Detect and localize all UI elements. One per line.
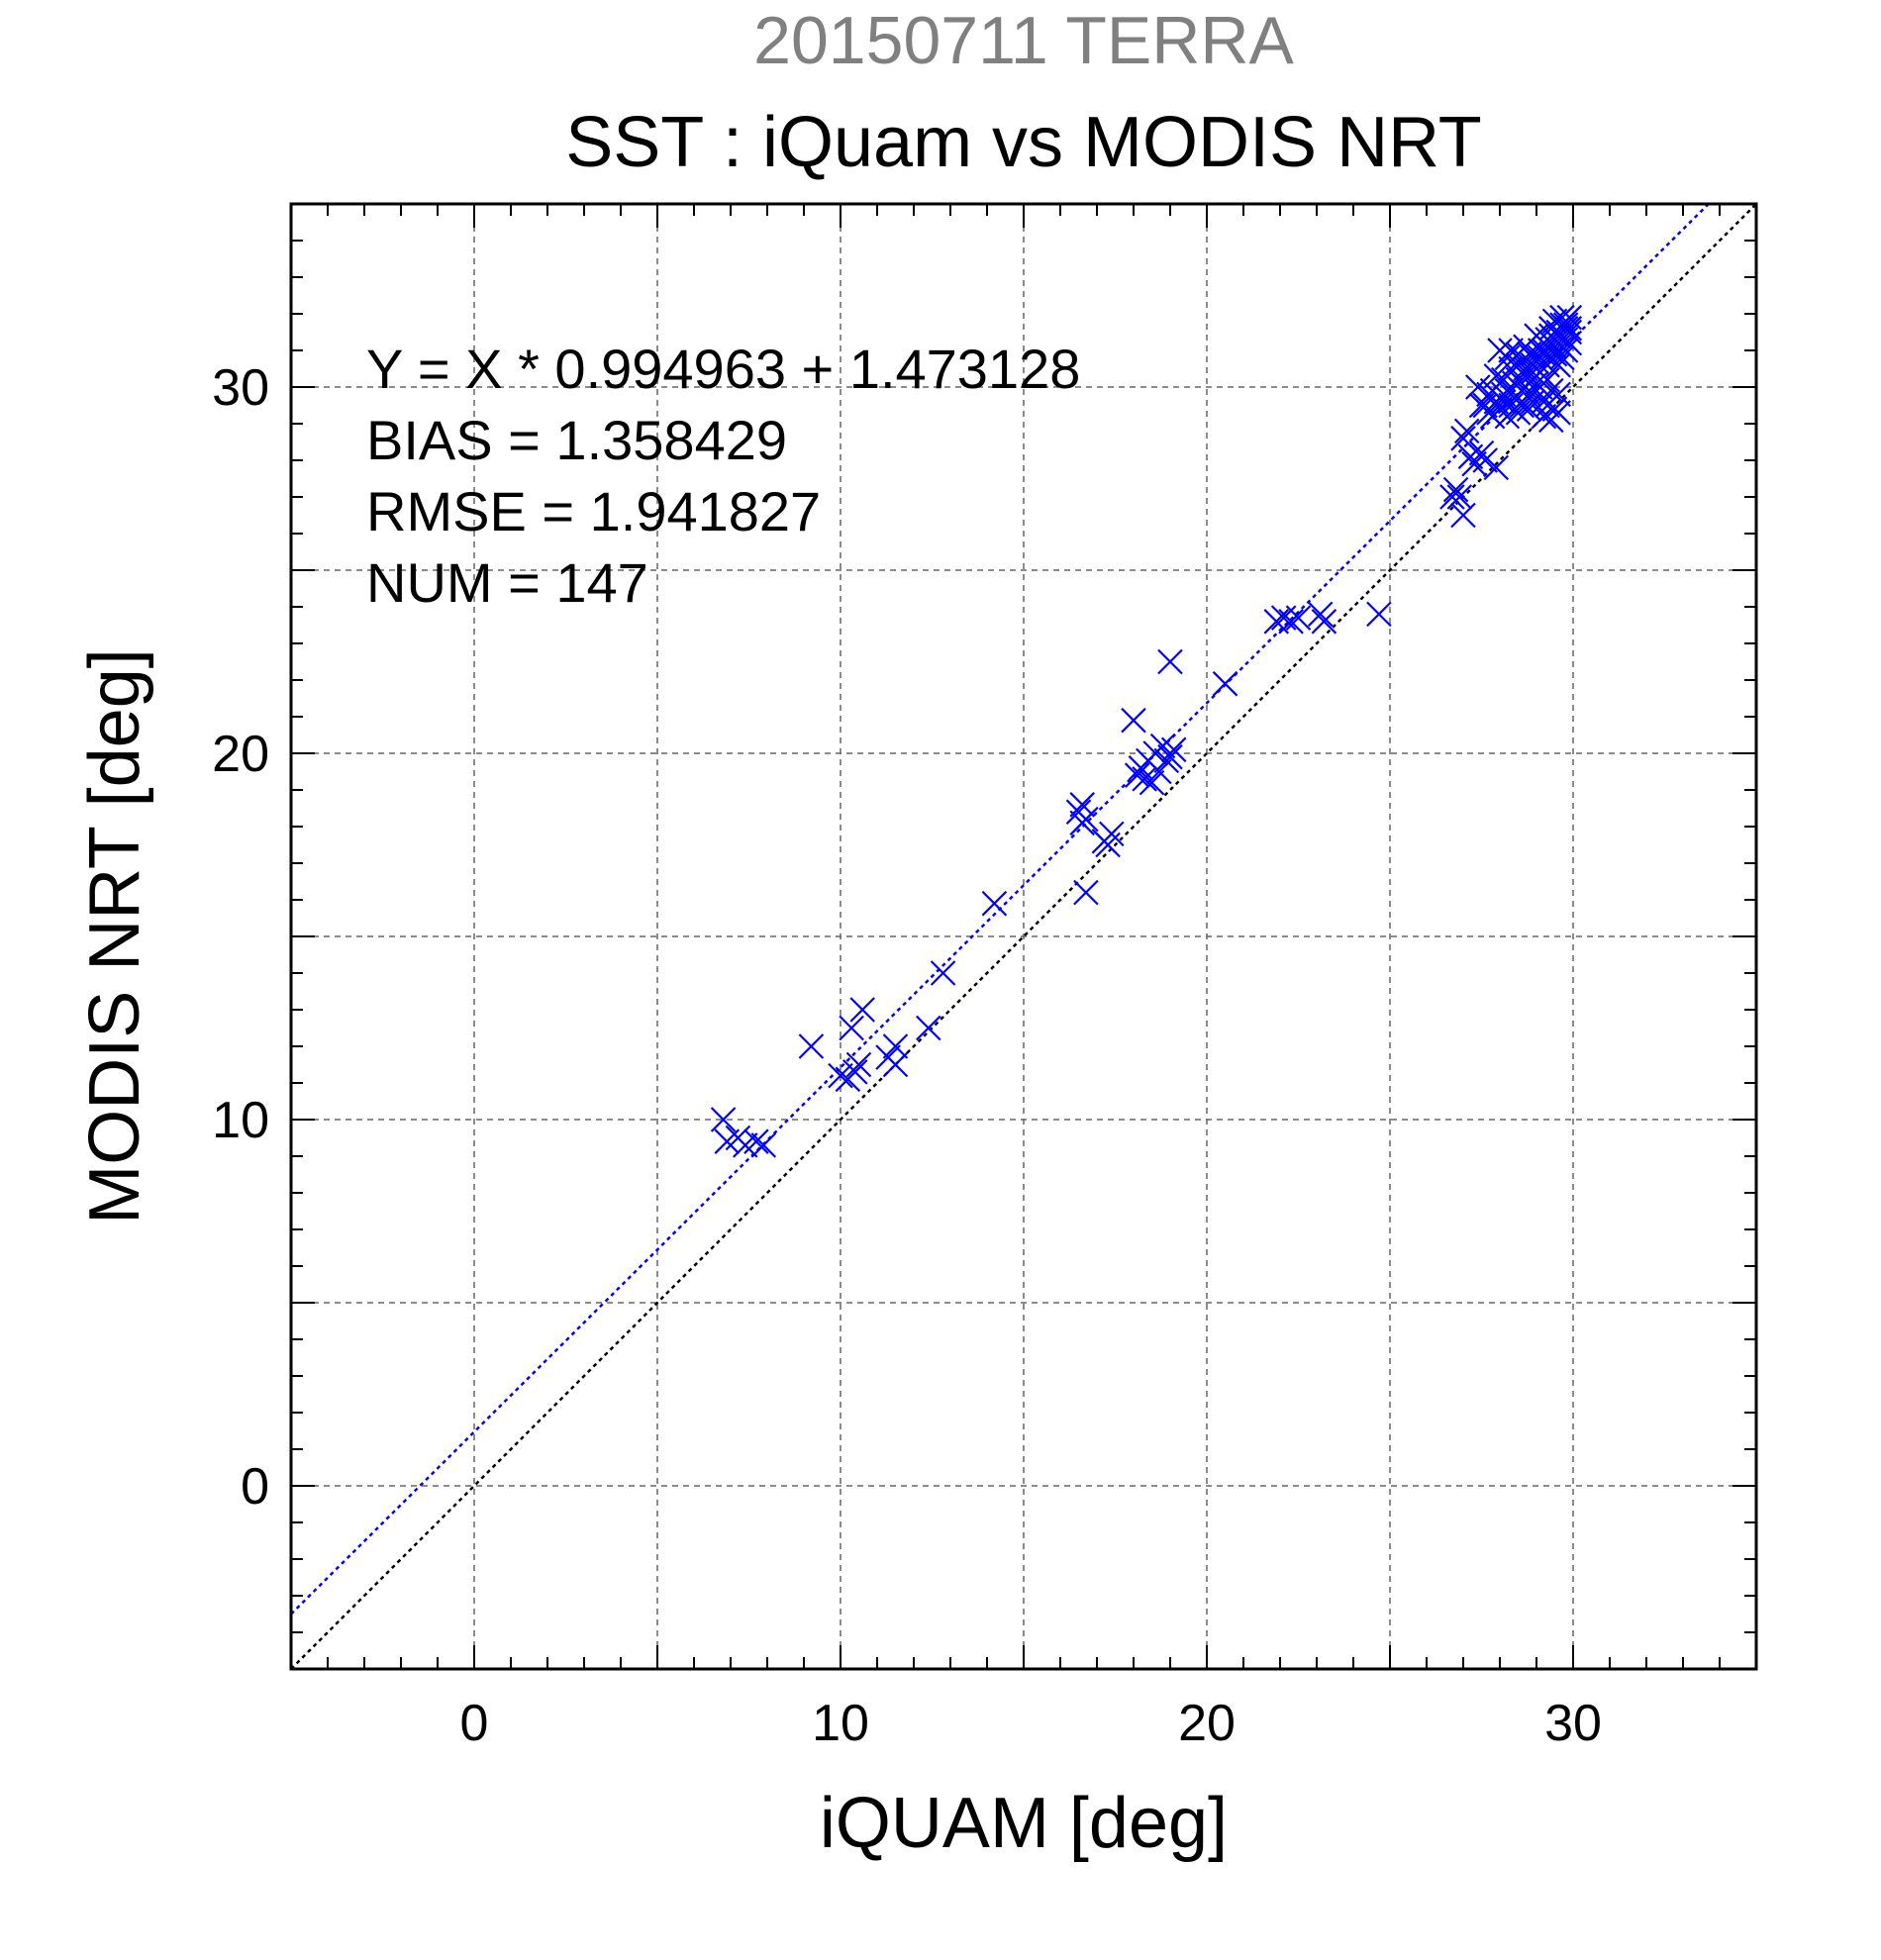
data-point xyxy=(1146,758,1172,785)
data-point xyxy=(1278,609,1304,635)
x-tick-labels: 0 10 20 30 xyxy=(460,1695,1602,1752)
data-point xyxy=(1124,762,1150,788)
data-point xyxy=(1121,707,1146,734)
data-point xyxy=(1556,330,1583,356)
data-point xyxy=(1285,605,1312,631)
data-point xyxy=(849,997,875,1023)
data-point xyxy=(1442,476,1469,503)
data-point xyxy=(882,1051,909,1078)
data-point xyxy=(882,1033,909,1059)
data-point xyxy=(1446,484,1473,510)
data-point xyxy=(1545,400,1571,426)
data-point xyxy=(1138,769,1165,796)
data-point xyxy=(1439,484,1465,510)
y-tick-label: 30 xyxy=(212,359,269,417)
x-axis-label: iQUAM [deg] xyxy=(820,1784,1228,1863)
data-point xyxy=(845,1051,872,1078)
data-point xyxy=(828,1062,853,1089)
data-point xyxy=(1483,454,1510,481)
y-tick-label: 10 xyxy=(212,1092,269,1149)
axis-ticks xyxy=(291,204,1756,1669)
data-point xyxy=(1157,648,1183,675)
x-tick-label: 30 xyxy=(1544,1695,1602,1752)
x-tick-label: 10 xyxy=(812,1695,869,1752)
plot-frame xyxy=(289,202,1758,1671)
data-point xyxy=(1450,426,1476,451)
stats-equation: Y = X * 0.994963 + 1.473128 xyxy=(366,338,1080,400)
data-points xyxy=(710,304,1583,1158)
data-point xyxy=(1545,330,1571,356)
data-point xyxy=(916,1015,941,1041)
data-point xyxy=(1472,447,1498,473)
data-point xyxy=(1073,879,1099,906)
data-point xyxy=(1095,832,1121,858)
chart-title: SST : iQuam vs MODIS NRT xyxy=(565,103,1482,182)
stats-num: NUM = 147 xyxy=(366,551,648,614)
data-point xyxy=(1476,381,1502,408)
data-point xyxy=(1453,418,1480,444)
data-point xyxy=(1538,377,1564,404)
y-tick-label: 20 xyxy=(212,726,269,783)
data-point xyxy=(750,1132,777,1158)
data-point xyxy=(1468,392,1495,419)
data-point xyxy=(1490,389,1517,415)
x-tick-label: 20 xyxy=(1178,1695,1236,1752)
identity-line xyxy=(291,204,1756,1669)
data-point xyxy=(798,1033,825,1059)
data-point xyxy=(1498,338,1524,363)
data-point xyxy=(1073,806,1099,833)
data-point xyxy=(1366,601,1392,628)
data-point xyxy=(842,1059,868,1085)
data-point xyxy=(1263,609,1290,635)
data-point xyxy=(1311,609,1337,635)
data-point xyxy=(839,1015,864,1041)
data-point xyxy=(1212,670,1238,697)
data-point xyxy=(981,890,1008,917)
x-tick-label: 0 xyxy=(460,1695,489,1752)
data-point xyxy=(1531,389,1557,415)
y-tick-label: 0 xyxy=(241,1458,269,1516)
data-point xyxy=(743,1128,769,1154)
data-point xyxy=(930,960,956,986)
data-point xyxy=(1069,792,1095,818)
data-point xyxy=(1541,308,1568,335)
stats-bias: BIAS = 1.358429 xyxy=(366,409,787,471)
data-point xyxy=(1531,341,1557,367)
chart-supertitle: 20150711 TERRA xyxy=(753,3,1294,78)
data-point xyxy=(1513,355,1538,382)
stats-annotation: Y = X * 0.994963 + 1.473128 BIAS = 1.358… xyxy=(366,338,1080,614)
data-point xyxy=(710,1107,737,1132)
y-tick-labels: 0 10 20 30 xyxy=(212,359,269,1516)
data-point xyxy=(1307,601,1334,628)
data-point xyxy=(1157,743,1183,770)
data-point xyxy=(1505,341,1532,367)
y-axis-label: MODIS NRT [deg] xyxy=(75,648,154,1225)
data-point xyxy=(1160,736,1187,763)
data-point xyxy=(1545,381,1571,408)
stats-rmse: RMSE = 1.941827 xyxy=(366,480,821,542)
